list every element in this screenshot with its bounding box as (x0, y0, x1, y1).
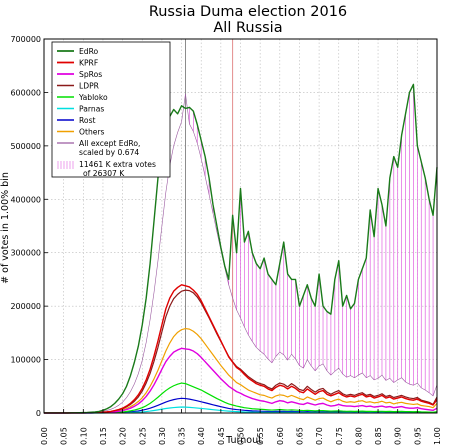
legend-label: Yabloko (78, 93, 108, 102)
x-tick-label: 0.65 (295, 427, 304, 445)
y-axis-ticks: 0 100000 200000 300000 400000 500000 600000 700… (10, 35, 48, 418)
legend: EdRo KPRF SpRos LDPR Yabloko Parnas Rost Others… (51, 41, 171, 178)
legend-label: Parnas (79, 105, 104, 114)
x-tick-label: 1.00 (433, 427, 442, 445)
chart-title: Russia Duma election 2016 (149, 4, 347, 20)
x-tick-label: 0.75 (335, 427, 344, 445)
legend-label: All except EdRo, (79, 139, 140, 148)
y-tick-label: 500000 (10, 142, 41, 151)
y-tick-label: 0 (36, 409, 41, 418)
legend-extra-votes: 11461 K extra votes (79, 160, 156, 169)
x-tick-label: 0.70 (315, 427, 324, 445)
legend-label: KPRF (79, 59, 98, 68)
y-tick-label: 100000 (10, 356, 41, 365)
x-axis-ticks: 0.00 0.05 0.10 0.15 0.20 0.25 0.30 0.35 0.40 0.45… (40, 409, 442, 445)
series-lines (43, 83, 438, 414)
x-tick-label: 0.95 (413, 427, 422, 445)
extra-votes-hatch (189, 84, 438, 396)
legend-label: EdRo (79, 47, 99, 56)
reference-lines (185, 39, 234, 413)
y-tick-label: 700000 (10, 35, 41, 44)
legend-label: Rost (79, 116, 96, 125)
legend-label: SpRos (79, 70, 102, 79)
x-tick-label: 0.40 (197, 427, 206, 445)
x-tick-label: 0.80 (354, 427, 363, 445)
chart-subtitle: All Russia (213, 20, 282, 36)
x-tick-label: 0.55 (256, 427, 265, 445)
y-tick-label: 300000 (10, 249, 41, 258)
x-tick-label: 0.15 (99, 427, 108, 445)
x-tick-label: 0.90 (394, 427, 403, 445)
x-tick-label: 0.45 (217, 427, 226, 445)
x-tick-label: 0.85 (374, 427, 383, 445)
x-tick-label: 0.05 (60, 427, 69, 445)
y-tick-label: 400000 (10, 195, 41, 204)
x-tick-label: 0.00 (40, 427, 49, 445)
x-tick-label: 0.60 (276, 427, 285, 445)
legend-label: Others (79, 128, 105, 137)
x-axis-label: Turnout (225, 435, 262, 446)
x-tick-label: 0.35 (178, 427, 187, 445)
y-tick-label: 600000 (10, 88, 41, 97)
legend-label: scaled by 0.674 (79, 148, 139, 157)
legend-label: LDPR (79, 82, 100, 91)
series-line (43, 83, 438, 414)
x-tick-label: 0.30 (158, 427, 167, 445)
legend-extra-votes-total: of 26307 K (83, 169, 125, 178)
series-line (43, 284, 438, 414)
legend-box (51, 41, 171, 178)
y-axis-label: # of votes in 1.00% bin (0, 172, 11, 284)
x-tick-label: 0.10 (79, 427, 88, 445)
x-tick-label: 0.50 (237, 427, 246, 445)
series-line (43, 93, 438, 414)
x-tick-label: 0.25 (138, 427, 147, 445)
series-line (43, 382, 438, 414)
series-line (44, 347, 438, 414)
y-tick-label: 200000 (10, 302, 41, 311)
x-tick-label: 0.20 (119, 427, 128, 445)
